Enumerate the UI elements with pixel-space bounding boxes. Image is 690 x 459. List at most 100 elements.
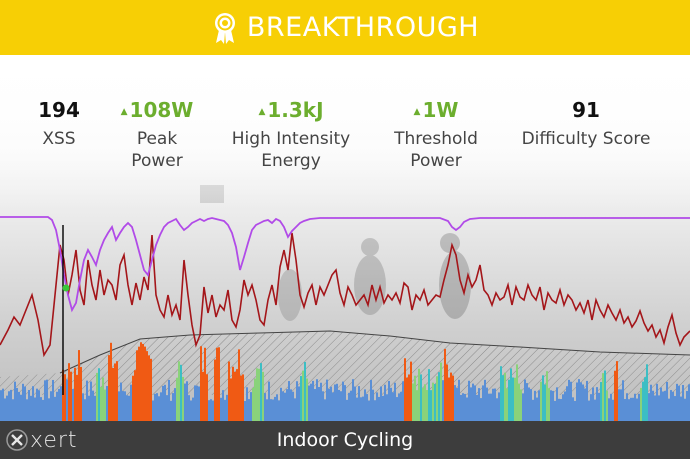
- power-bar: [552, 390, 554, 421]
- power-bar: [468, 380, 470, 421]
- power-bar: [538, 390, 540, 421]
- power-bar: [222, 390, 224, 421]
- power-bar: [336, 383, 338, 421]
- power-bar: [460, 394, 462, 421]
- power-bar: [616, 361, 618, 421]
- power-bar: [190, 400, 192, 421]
- power-bar: [410, 361, 412, 421]
- power-bar: [344, 385, 346, 421]
- power-bar: [676, 383, 678, 421]
- activity-chart: [0, 55, 690, 421]
- power-bar: [372, 389, 374, 421]
- power-bar: [630, 397, 632, 421]
- power-bar: [604, 370, 606, 421]
- power-bar: [570, 381, 572, 421]
- power-bar: [298, 386, 300, 421]
- power-bar: [662, 391, 664, 421]
- power-bar: [422, 387, 424, 421]
- power-bar: [192, 397, 194, 421]
- power-bar: [370, 379, 372, 421]
- power-bar: [658, 395, 660, 421]
- power-bar: [42, 399, 44, 421]
- award-ribbon-icon: [214, 12, 235, 44]
- stat-value: 194: [38, 98, 80, 122]
- power-bar: [596, 387, 598, 421]
- power-bar: [584, 388, 586, 421]
- power-bar: [526, 383, 528, 421]
- power-bar: [566, 386, 568, 421]
- power-bar: [316, 379, 318, 421]
- stat-value: ▲ 1W: [413, 98, 459, 122]
- power-bar: [138, 346, 140, 421]
- power-bar: [180, 364, 182, 421]
- power-bar: [518, 383, 520, 421]
- power-bar: [112, 368, 114, 421]
- stat-label: Difficulty Score: [521, 129, 651, 149]
- power-bar: [2, 388, 4, 421]
- banner-title: BREAKTHROUGH: [246, 12, 480, 43]
- power-bar: [476, 394, 478, 421]
- power-bar: [628, 399, 630, 421]
- power-bar: [430, 390, 432, 421]
- power-bar: [346, 399, 348, 421]
- power-bar: [682, 384, 684, 421]
- power-bar: [328, 388, 330, 421]
- power-bar: [502, 375, 504, 421]
- stat-label: XSS: [42, 129, 76, 149]
- power-bar: [90, 381, 92, 421]
- power-bar: [198, 386, 200, 421]
- power-bar: [20, 394, 22, 421]
- power-bar: [574, 400, 576, 421]
- power-bar: [688, 384, 690, 421]
- power-bar: [104, 389, 106, 421]
- power-bar: [280, 387, 282, 421]
- power-bar: [230, 378, 232, 421]
- power-bar: [310, 383, 312, 421]
- power-bar: [142, 343, 144, 421]
- power-bar: [654, 395, 656, 421]
- power-bar: [152, 400, 154, 421]
- power-bar: [120, 382, 122, 421]
- power-bars: [0, 342, 690, 421]
- power-bar: [404, 358, 406, 421]
- power-bar: [184, 383, 186, 421]
- power-bar: [126, 395, 128, 421]
- power-bar: [156, 393, 158, 421]
- power-bar: [374, 400, 376, 421]
- power-bar: [448, 377, 450, 421]
- power-bar: [220, 397, 222, 421]
- power-bar: [302, 370, 304, 421]
- power-bar: [482, 385, 484, 421]
- power-bar: [382, 395, 384, 421]
- power-bar: [256, 368, 258, 421]
- power-bar: [324, 399, 326, 421]
- power-bar: [144, 346, 146, 421]
- power-bar: [544, 384, 546, 421]
- power-bar: [492, 388, 494, 421]
- power-bar: [76, 374, 78, 421]
- power-bar: [318, 387, 320, 421]
- power-bar: [416, 390, 418, 421]
- power-bar: [398, 393, 400, 421]
- power-bar: [536, 397, 538, 421]
- power-bar: [424, 384, 426, 421]
- power-bar: [84, 399, 86, 421]
- power-bar: [368, 400, 370, 421]
- power-bar: [334, 384, 336, 421]
- power-bar: [360, 397, 362, 421]
- power-bar: [458, 379, 460, 421]
- power-bar: [186, 381, 188, 421]
- power-bar: [338, 389, 340, 421]
- power-bar: [350, 390, 352, 421]
- power-bar: [532, 399, 534, 421]
- power-bar: [124, 391, 126, 421]
- power-bar: [550, 390, 552, 421]
- power-bar: [386, 394, 388, 421]
- stat-value: 91: [572, 98, 600, 122]
- power-bar: [18, 391, 20, 421]
- power-bar: [578, 379, 580, 421]
- power-bar: [588, 400, 590, 421]
- power-bar: [270, 399, 272, 421]
- power-bar: [554, 400, 556, 421]
- power-bar: [622, 380, 624, 421]
